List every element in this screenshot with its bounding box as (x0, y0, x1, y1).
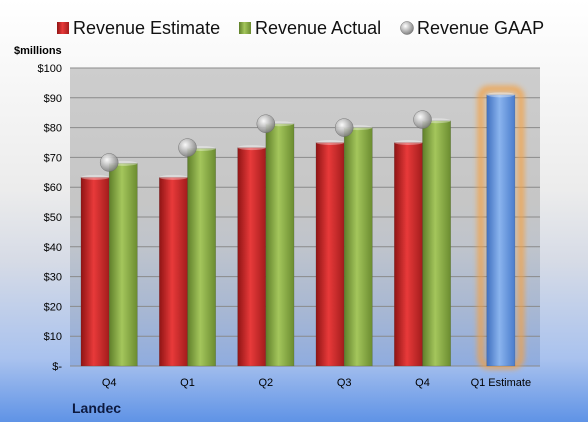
bar-top (486, 92, 515, 98)
bar (237, 147, 267, 367)
bar (394, 142, 423, 367)
bar (422, 120, 451, 367)
bar-top (80, 174, 110, 180)
bar (265, 123, 295, 367)
y-tick-label: $30 (44, 272, 62, 284)
y-tick-label: $10 (44, 331, 62, 343)
y-tick-label: $80 (44, 123, 62, 135)
x-tick-label: Q4 (102, 377, 117, 389)
y-unit-label: $millions (14, 45, 62, 57)
legend-swatch (239, 22, 251, 34)
x-tick-label: Q4 (415, 377, 430, 389)
gaap-marker (256, 114, 276, 133)
gaap-marker (99, 153, 119, 172)
y-tick-label: $50 (44, 212, 62, 224)
y-tick-label: $70 (44, 152, 62, 164)
bar (159, 177, 188, 367)
gaap-marker (334, 118, 354, 137)
x-tick-label: Q1 (180, 377, 195, 389)
bar-top (237, 145, 266, 151)
y-tick-label: $40 (44, 242, 62, 254)
gaap-marker (413, 110, 432, 129)
bar (315, 142, 345, 367)
y-tick-label: $20 (44, 301, 62, 313)
bar-top (159, 174, 188, 180)
legend-label: Revenue GAAP (417, 18, 544, 38)
legend-label: Revenue Estimate (73, 18, 220, 38)
bar (108, 163, 138, 367)
legend-label: Revenue Actual (255, 18, 381, 38)
bar (486, 94, 516, 367)
y-tick-label: $- (52, 361, 62, 373)
bar-top (315, 140, 345, 145)
y-tick-label: $60 (44, 182, 62, 194)
y-tick-label: $100 (38, 63, 62, 75)
y-tick-label: $90 (44, 93, 62, 105)
bar (343, 127, 373, 367)
bar (187, 148, 216, 367)
x-tick-label: Q2 (258, 377, 273, 389)
company-name: Landec (72, 400, 121, 416)
x-tick-label: Q1 Estimate (471, 377, 532, 389)
legend-swatch (57, 22, 69, 34)
gaap-marker (178, 138, 197, 157)
bar (80, 177, 110, 367)
legend-swatch (400, 21, 414, 35)
bar-top (394, 140, 423, 145)
x-tick-label: Q3 (337, 377, 352, 389)
